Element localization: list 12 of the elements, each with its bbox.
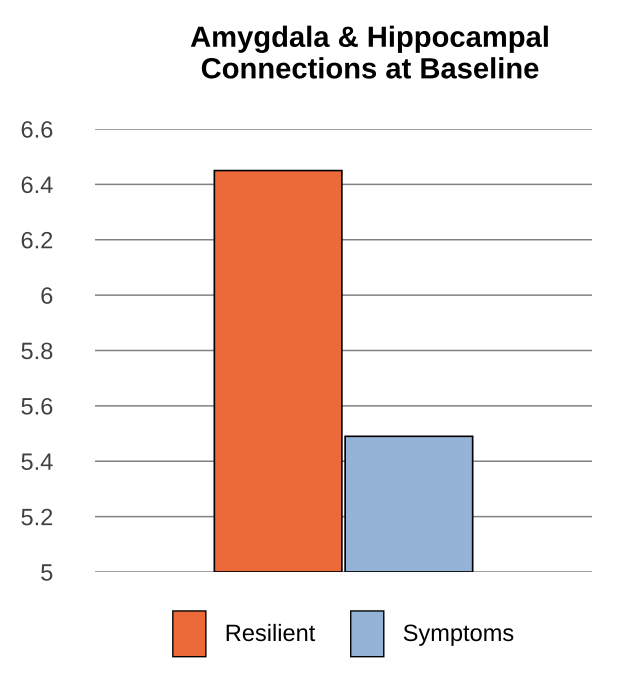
y-tick-label: 6.4: [22, 176, 53, 194]
y-tick-label: 6: [41, 287, 52, 304]
y-tick-label: 6.2: [22, 232, 52, 249]
y-tick-label: 5.6: [21, 398, 52, 415]
y-tick-label: 5: [41, 564, 52, 581]
chart-title: Amygdala & Hippocampal Connections at Baseline: [190, 26, 548, 79]
legend-label: Symptoms: [404, 624, 514, 646]
y-tick-label: 5.2: [21, 508, 52, 526]
y-tick-label: 6.6: [22, 121, 52, 138]
y-tick-label: 5.8: [21, 342, 52, 360]
legend-label: Resilient: [226, 624, 316, 642]
y-tick-label: 5.4: [21, 454, 53, 470]
